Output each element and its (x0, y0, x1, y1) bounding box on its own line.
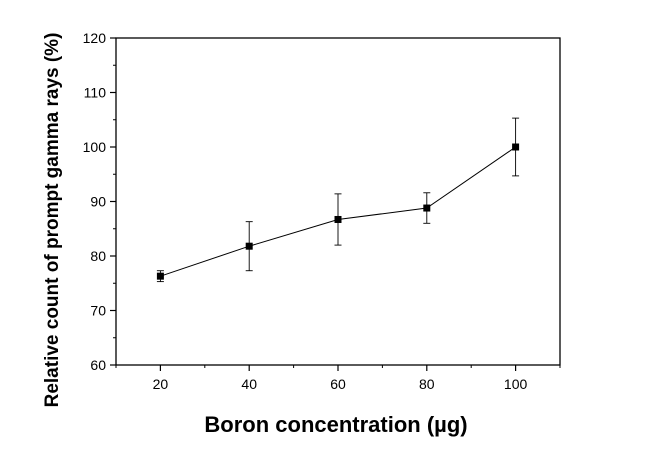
x-tick-label: 60 (330, 376, 346, 392)
data-point (245, 242, 253, 250)
y-tick-label: 70 (90, 303, 106, 319)
data-point (423, 204, 431, 212)
y-tick-label: 110 (84, 85, 107, 101)
x-axis-title: Boron concentration (µg) (204, 412, 467, 437)
y-tick-label: 80 (90, 248, 106, 264)
data-point (334, 215, 342, 223)
y-tick-label: 120 (83, 30, 107, 46)
y-axis-title: Relative count of prompt gamma rays (%) (42, 33, 63, 408)
x-tick-label: 20 (153, 376, 169, 392)
data-point (512, 143, 520, 151)
x-tick-label: 100 (504, 376, 528, 392)
y-tick-label: 60 (90, 357, 106, 373)
y-tick-label: 90 (90, 194, 106, 210)
data-point (156, 272, 164, 280)
x-tick-label: 80 (419, 376, 435, 392)
y-tick-label: 100 (83, 139, 107, 155)
x-tick-label: 40 (241, 376, 257, 392)
